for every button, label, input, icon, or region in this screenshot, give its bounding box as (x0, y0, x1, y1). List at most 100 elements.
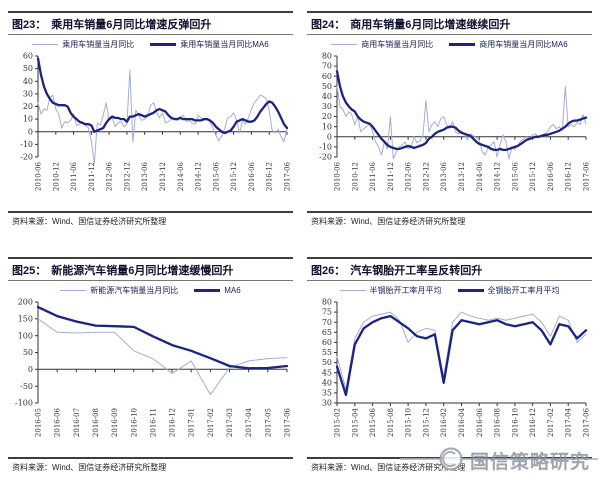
legend-label: 乘用车销量当月同比 (62, 40, 135, 49)
svg-text:2015-06: 2015-06 (369, 407, 377, 437)
svg-text:2013-06: 2013-06 (141, 161, 149, 191)
svg-text:2012-12: 2012-12 (123, 162, 131, 191)
figure-25-source: 资料来源：Wind、国信证券经济研究所整理 (8, 457, 293, 473)
svg-text:2017-04: 2017-04 (245, 407, 253, 437)
source-text: 资料来源：Wind、国信证券经济研究所整理 (12, 217, 167, 226)
svg-text:2015-10: 2015-10 (405, 408, 413, 437)
thick-line-swatch-icon (194, 289, 221, 292)
svg-text:2017-05: 2017-05 (264, 408, 272, 437)
svg-text:2015-12: 2015-12 (230, 162, 238, 191)
figure-24-number: 图24： (311, 19, 346, 31)
svg-text:2016-11: 2016-11 (149, 408, 157, 437)
svg-text:20: 20 (23, 102, 33, 111)
svg-text:2016-12: 2016-12 (529, 408, 537, 437)
svg-text:2017-06: 2017-06 (583, 161, 591, 191)
figure-26-title-text: 汽车钢胎开工率呈反转回升 (350, 265, 483, 277)
svg-text:2017-02: 2017-02 (207, 408, 215, 437)
svg-text:2014-06: 2014-06 (476, 161, 484, 191)
figure-23-number: 图23： (12, 19, 47, 31)
legend-item: 商用车销量当月同比 (331, 39, 433, 50)
figure-24-source: 资料来源：Wind、国信证券经济研究所整理 (307, 211, 592, 227)
thin-line-swatch-icon (32, 44, 59, 45)
svg-text:2013-06: 2013-06 (440, 161, 448, 191)
svg-text:2016-09: 2016-09 (111, 408, 119, 437)
svg-text:2010-12: 2010-12 (351, 162, 359, 191)
figure-23-source: 资料来源：Wind、国信证券经济研究所整理 (8, 211, 293, 227)
figure-26-chart-area: 80 75 70 65 60 55 50 45 40 35 30 2015-02 2015-04 2015… (307, 297, 592, 457)
svg-text:2014-06: 2014-06 (177, 161, 185, 191)
svg-text:-20: -20 (20, 153, 33, 162)
svg-text:-20: -20 (319, 153, 332, 162)
legend-label: 乘用车销量当月同比MA6 (180, 40, 269, 49)
svg-text:35: 35 (322, 389, 332, 398)
svg-text:2016-08: 2016-08 (494, 408, 502, 437)
svg-text:2013-12: 2013-12 (458, 162, 466, 191)
svg-text:2016-02: 2016-02 (440, 408, 448, 437)
figure-26-panel: 图26： 汽车钢胎开工率呈反转回升 半钢胎开工率月平均 全钢胎开工率月平均 80 7… (307, 257, 592, 473)
watermark-text: 国信策略研究 (470, 452, 591, 473)
svg-text:2013-12: 2013-12 (159, 162, 167, 191)
figure-25-title: 图25： 新能源汽车销量6月同比增速缓慢回升 (8, 257, 293, 281)
figure-26-number: 图26： (311, 265, 346, 277)
svg-text:30: 30 (322, 102, 332, 111)
svg-text:2015-02: 2015-02 (334, 408, 342, 437)
svg-text:2017-06: 2017-06 (284, 407, 292, 437)
thin-line-swatch-icon (331, 44, 358, 45)
figure-26-legend: 半钢胎开工率月平均 全钢胎开工率月平均 (307, 281, 592, 297)
svg-text:55: 55 (322, 348, 332, 357)
svg-text:0: 0 (28, 127, 33, 136)
svg-text:2017-06: 2017-06 (583, 407, 591, 437)
figure-25-panel: 图25： 新能源汽车销量6月同比增速缓慢回升 新能源汽车销量当月同比 MA6 20… (8, 257, 293, 473)
svg-text:2011-06: 2011-06 (369, 161, 377, 191)
svg-text:40: 40 (322, 92, 332, 101)
watermark: 国信策略研究 (400, 443, 598, 475)
svg-text:2016-06: 2016-06 (476, 407, 484, 437)
source-text: 资料来源：Wind、国信证券经济研究所整理 (12, 463, 167, 472)
svg-text:2012-06: 2012-06 (405, 161, 413, 191)
figure-25-legend: 新能源汽车销量当月同比 MA6 (8, 281, 293, 297)
svg-text:2017-06: 2017-06 (284, 161, 292, 191)
svg-text:-100: -100 (15, 399, 33, 408)
svg-text:2016-06: 2016-06 (547, 161, 555, 191)
svg-text:2016-06: 2016-06 (54, 407, 62, 437)
legend-label: MA6 (224, 286, 241, 295)
svg-text:50: 50 (23, 348, 33, 357)
legend-item: 半钢胎开工率月平均 (339, 285, 442, 296)
svg-text:60: 60 (322, 338, 332, 347)
svg-text:75: 75 (322, 308, 332, 317)
svg-text:50: 50 (23, 64, 33, 73)
svg-text:2016-10: 2016-10 (511, 408, 519, 437)
svg-text:2012-12: 2012-12 (422, 162, 430, 191)
svg-text:2015-06: 2015-06 (511, 161, 519, 191)
legend-label: 商用车销量当月同比 (361, 40, 434, 49)
svg-text:2012-06: 2012-06 (106, 161, 114, 191)
svg-text:2010-12: 2010-12 (52, 162, 60, 191)
svg-text:150: 150 (18, 314, 33, 323)
legend-label: 半钢胎开工率月平均 (369, 286, 442, 295)
svg-text:50: 50 (322, 82, 332, 91)
figure-25-number: 图25： (12, 265, 47, 277)
svg-text:2011-12: 2011-12 (387, 162, 395, 191)
source-text: 资料来源：Wind、国信证券经济研究所整理 (311, 217, 466, 226)
legend-label: 商用车销量当月同比MA6 (479, 40, 568, 49)
svg-text:30: 30 (322, 399, 332, 408)
thick-line-swatch-icon (449, 43, 476, 46)
svg-text:2015-12: 2015-12 (422, 408, 430, 437)
watermark-line (400, 458, 598, 460)
svg-text:2011-06: 2011-06 (70, 161, 78, 191)
svg-text:0: 0 (327, 132, 332, 141)
svg-text:40: 40 (322, 378, 332, 387)
svg-text:-10: -10 (20, 140, 33, 149)
legend-item: 全钢胎开工率月平均 (457, 285, 560, 296)
source-text: 资料来源：Wind、国信证券经济研究所整理 (311, 463, 466, 472)
svg-text:2016-05: 2016-05 (35, 408, 43, 437)
figure-25-chart-area: 200 150 100 50 0 -50 -100 2016-05 2016-06 2016-07… (8, 297, 293, 457)
legend-label: 新能源汽车销量当月同比 (90, 286, 179, 295)
svg-text:2015-12: 2015-12 (529, 162, 537, 191)
legend-item: 乘用车销量当月同比MA6 (150, 39, 269, 50)
svg-text:-10: -10 (319, 143, 332, 152)
svg-text:2014-12: 2014-12 (494, 162, 502, 191)
